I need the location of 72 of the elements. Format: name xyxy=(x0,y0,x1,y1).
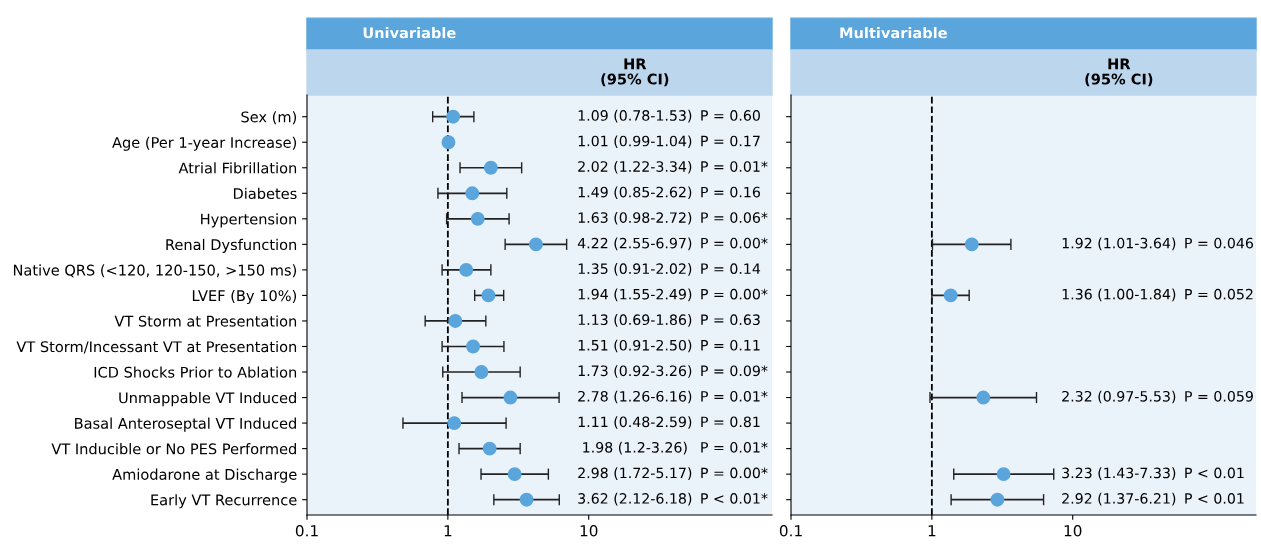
x-tick-label: 1 xyxy=(928,525,936,537)
y-tick-label: VT Inducible or No PES Performed xyxy=(51,443,296,455)
annotation: 2.92 (1.37-6.21) xyxy=(1062,492,1176,506)
y-tick-label: Sex (m) xyxy=(241,111,297,125)
annotation: 1.09 (0.78-1.53) xyxy=(578,109,692,123)
annotation: P < 0.01 xyxy=(1185,467,1244,479)
x-tick-label: 1 xyxy=(444,525,452,537)
annotation: 2.78 (1.26-6.16) xyxy=(578,390,692,404)
annotation: P = 0.00* xyxy=(701,288,768,300)
y-tick-label: Native QRS (<120, 120-150, >150 ms) xyxy=(13,264,297,278)
x-tick-label: 10 xyxy=(1064,524,1082,537)
annotation: 4.22 (2.55-6.97) xyxy=(577,237,692,251)
text: HR (95% CI) xyxy=(1085,58,1153,87)
annotation: 2.32 (0.97-5.53) xyxy=(1062,390,1176,404)
annotation: 1.98 (1.2-3.26) xyxy=(583,441,687,455)
point xyxy=(990,492,1005,507)
annotation: P = 0.059 xyxy=(1185,390,1253,402)
annotation: P = 0.60 xyxy=(701,110,760,121)
annotation: 3.62 (2.12-6.18) xyxy=(578,492,692,506)
annotation: 1.49 (0.85-2.62) xyxy=(578,186,692,200)
point xyxy=(964,237,979,252)
annotation: P = 0.01* xyxy=(701,442,768,453)
text: HR (95% CI) xyxy=(601,58,669,87)
annotation: P = 0.052 xyxy=(1185,288,1253,300)
y-tick-label: Early VT Recurrence xyxy=(151,494,297,509)
x-tick-label: 0.1 xyxy=(295,524,318,537)
annotation: P = 0.01* xyxy=(701,390,768,402)
y-tick-label: VT Storm/Incessant VT at Presentation xyxy=(16,340,297,354)
annotation: 1.73 (0.92-3.26) xyxy=(578,365,692,378)
annotation: P = 0.17 xyxy=(701,135,760,147)
annotation: 2.02 (1.22-3.34) xyxy=(578,160,692,174)
annotation: 1.92 (1.01-3.64) xyxy=(1062,237,1176,251)
y-tick-label: Amiodarone at Discharge xyxy=(112,468,297,483)
annotation: P = 0.63 xyxy=(701,314,760,326)
annotation: P = 0.14 xyxy=(701,263,761,274)
annotation: P = 0.00* xyxy=(701,467,768,479)
annotation: P = 0.00* xyxy=(701,237,768,249)
annotation: 1.94 (1.55-2.49) xyxy=(578,288,692,302)
annotation: P = 0.11 xyxy=(701,339,760,351)
annotation: P = 0.06* xyxy=(701,212,768,223)
x-tick-label: 0.1 xyxy=(779,524,802,537)
annotation: 1.13 (0.69-1.86) xyxy=(578,314,692,327)
y-tick-label: LVEF (By 10%) xyxy=(192,289,297,304)
chart-title: Univariable xyxy=(363,27,456,39)
y-tick-label: Age (Per 1-year Increase) xyxy=(112,136,297,151)
x-tick-label: 10 xyxy=(580,524,598,537)
chart-title: Multivariable xyxy=(840,27,947,39)
annotation: P = 0.81 xyxy=(701,416,760,428)
y-tick-label: Diabetes xyxy=(233,187,297,200)
annotation: 3.23 (1.43-7.33) xyxy=(1062,467,1176,480)
y-tick-label: Hypertension xyxy=(201,213,297,228)
annotation: P = 0.09* xyxy=(701,365,768,377)
annotation: P = 0.01* xyxy=(701,161,768,172)
annotation: 1.63 (0.98-2.72) xyxy=(578,211,692,225)
annotation: P < 0.01 xyxy=(1185,493,1244,504)
annotation: P = 0.046 xyxy=(1185,237,1254,249)
point xyxy=(996,467,1011,482)
y-tick-label: Basal Anteroseptal VT Induced xyxy=(75,417,296,432)
y-tick-label: Unmappable VT Induced xyxy=(119,392,296,407)
annotation: P = 0.16 xyxy=(701,186,760,198)
y-tick-label: ICD Shocks Prior to Ablation xyxy=(94,366,297,378)
y-tick-label: VT Storm at Presentation xyxy=(114,315,297,327)
y-tick-label: Renal Dysfunction xyxy=(166,238,297,253)
point xyxy=(976,390,991,405)
annotation: P < 0.01* xyxy=(701,493,768,504)
annotation: 1.11 (0.48-2.59) xyxy=(578,416,692,429)
annotation: 1.36 (1.00-1.84) xyxy=(1062,288,1176,302)
annotation: 1.35 (0.91-2.02) xyxy=(578,263,692,276)
y-tick-label: Atrial Fibrillation xyxy=(178,162,297,174)
annotation: 1.01 (0.99-1.04) xyxy=(578,135,692,149)
annotation: 2.98 (1.72-5.17) xyxy=(578,467,692,480)
annotation: 1.51 (0.91-2.50) xyxy=(578,339,692,353)
